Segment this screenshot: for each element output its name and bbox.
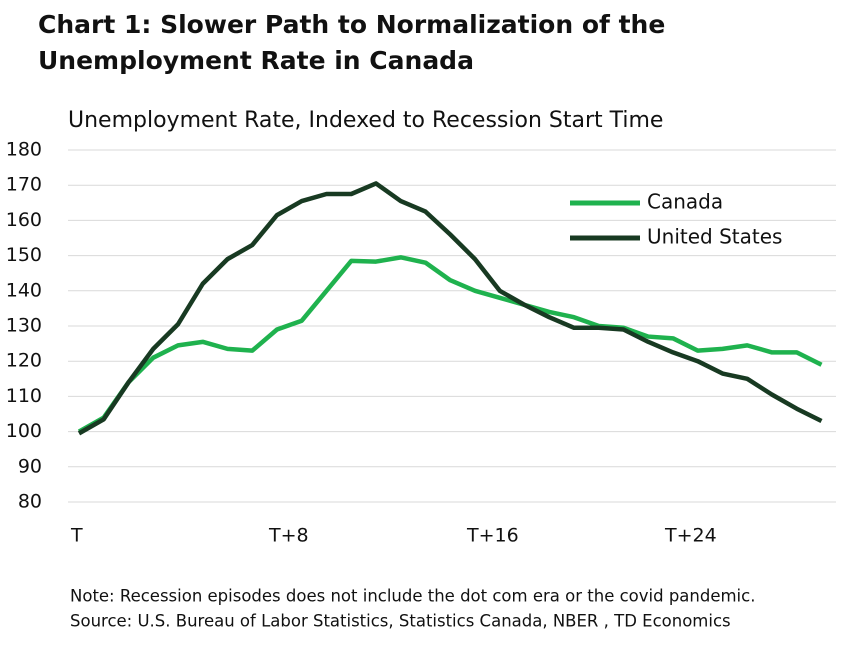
y-tick-label: 120: [6, 350, 42, 372]
y-tick-label: 170: [6, 174, 42, 196]
y-tick-label: 130: [6, 315, 42, 337]
y-tick-label: 160: [6, 209, 42, 231]
note: Source: U.S. Bureau of Labor Statistics,…: [70, 612, 731, 631]
x-tick-label: T+8: [268, 525, 309, 547]
y-tick-label: 140: [6, 279, 42, 301]
x-tick-label: T+16: [466, 525, 519, 547]
y-tick-label: 150: [6, 244, 42, 266]
x-tick-label: T: [70, 525, 83, 547]
y-tick-label: 180: [6, 139, 42, 161]
x-tick-label: T+24: [664, 525, 717, 547]
y-tick-label: 100: [6, 420, 42, 442]
series-line: [77, 255, 823, 434]
y-tick-label: 80: [18, 491, 42, 513]
subtitle: Unemployment Rate, Indexed to Recession …: [68, 108, 663, 133]
legend-label: Canada: [647, 190, 723, 214]
y-tick-label: 110: [6, 385, 42, 407]
y-tick-label: 90: [18, 455, 42, 477]
chart-title: Unemployment Rate in Canada: [38, 46, 474, 75]
legend-label: United States: [647, 225, 782, 249]
chart-title: Chart 1: Slower Path to Normalization of…: [38, 10, 665, 39]
note: Note: Recession episodes does not includ…: [70, 587, 755, 606]
series-line: [77, 181, 823, 436]
